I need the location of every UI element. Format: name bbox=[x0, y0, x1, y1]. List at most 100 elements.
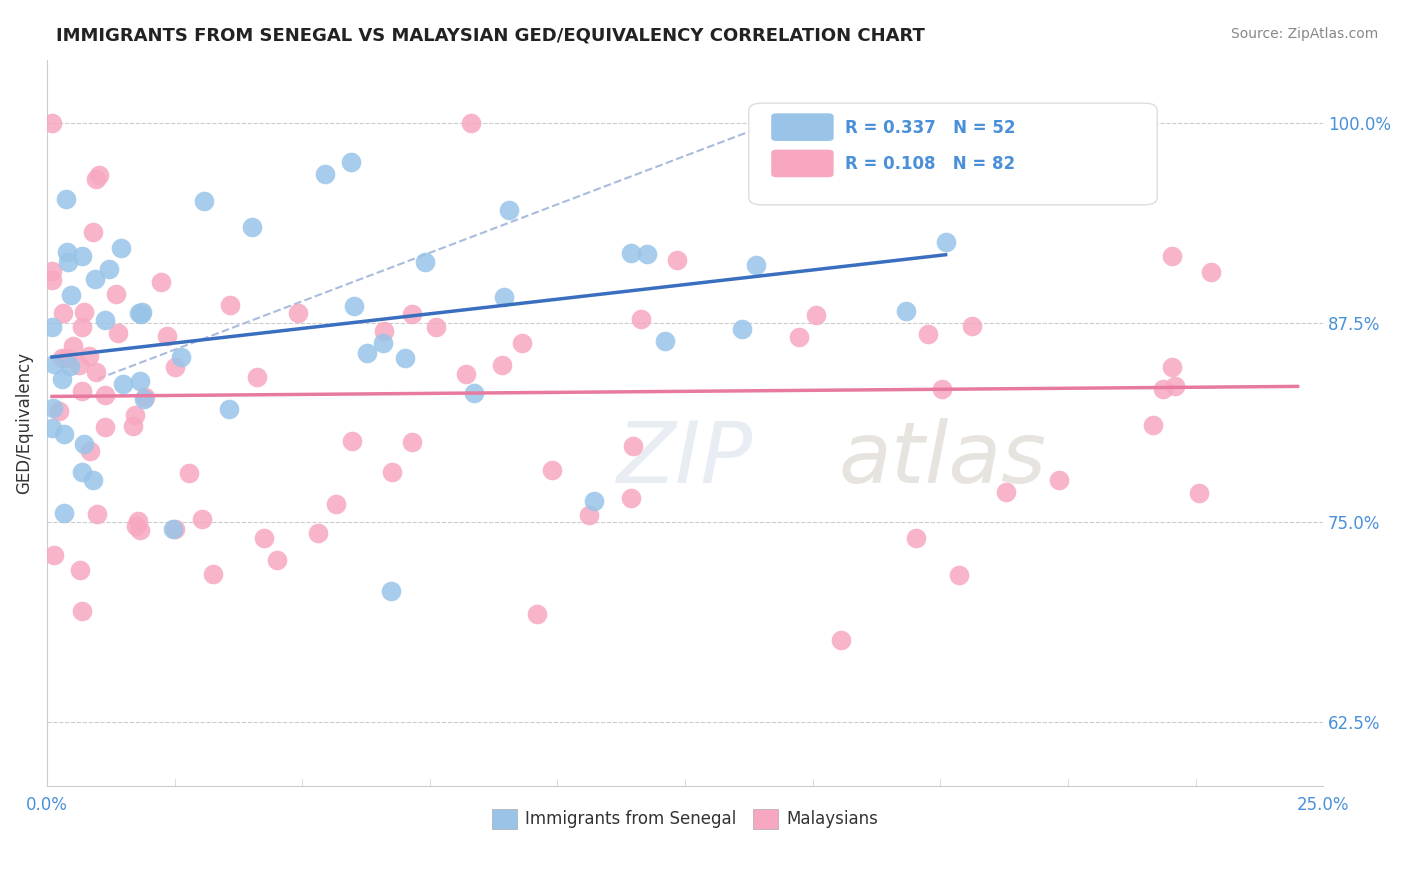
Point bbox=[56, 351, 79, 365]
Point bbox=[425, 320, 447, 334]
Point bbox=[202, 567, 225, 582]
Y-axis label: GED/Equivalency: GED/Equivalency bbox=[15, 351, 32, 494]
Point bbox=[73, 305, 96, 319]
Point bbox=[935, 235, 957, 249]
Point bbox=[246, 369, 269, 384]
Point bbox=[827, 172, 849, 186]
Point bbox=[59, 359, 82, 373]
Point bbox=[107, 326, 129, 341]
Point bbox=[1084, 116, 1107, 130]
Point bbox=[218, 402, 240, 417]
Point bbox=[526, 607, 548, 621]
Point bbox=[62, 339, 84, 353]
Point bbox=[127, 515, 149, 529]
Point bbox=[491, 359, 513, 373]
Point bbox=[79, 444, 101, 458]
Point bbox=[931, 382, 953, 396]
Point bbox=[636, 247, 658, 261]
Point bbox=[494, 290, 516, 304]
Point bbox=[454, 368, 477, 382]
Point bbox=[962, 319, 984, 334]
Point bbox=[287, 306, 309, 320]
Point bbox=[1161, 249, 1184, 263]
Point bbox=[156, 329, 179, 343]
Point bbox=[53, 426, 76, 441]
Point bbox=[1152, 382, 1174, 396]
Point bbox=[325, 497, 347, 511]
Point bbox=[72, 604, 94, 618]
Point bbox=[162, 522, 184, 536]
Point bbox=[630, 312, 652, 326]
Point bbox=[104, 287, 127, 301]
Point bbox=[578, 508, 600, 523]
Point bbox=[914, 120, 936, 134]
Point bbox=[110, 241, 132, 255]
Point bbox=[163, 359, 186, 374]
Point bbox=[620, 246, 643, 260]
Point bbox=[1142, 418, 1164, 433]
Point bbox=[830, 633, 852, 648]
Point bbox=[125, 519, 148, 533]
Point bbox=[60, 288, 83, 302]
Point bbox=[170, 350, 193, 364]
Point bbox=[131, 305, 153, 319]
Point bbox=[163, 522, 186, 536]
Point bbox=[93, 420, 115, 434]
Point bbox=[948, 568, 970, 582]
Point bbox=[42, 357, 65, 371]
Point bbox=[401, 435, 423, 450]
Point bbox=[52, 306, 75, 320]
Text: atlas: atlas bbox=[838, 417, 1046, 500]
Point bbox=[307, 525, 329, 540]
Point bbox=[1188, 486, 1211, 500]
Point bbox=[129, 307, 152, 321]
Point bbox=[121, 419, 143, 434]
Point bbox=[804, 308, 827, 322]
Point bbox=[394, 351, 416, 365]
Point bbox=[620, 491, 643, 505]
Point bbox=[70, 384, 93, 398]
Point bbox=[128, 305, 150, 319]
Point bbox=[541, 463, 564, 477]
FancyBboxPatch shape bbox=[749, 103, 1157, 205]
Point bbox=[1199, 265, 1222, 279]
Point bbox=[905, 531, 928, 545]
Point bbox=[179, 466, 201, 480]
Point bbox=[1047, 474, 1070, 488]
Point bbox=[510, 335, 533, 350]
Point bbox=[42, 401, 65, 416]
Point bbox=[70, 319, 93, 334]
Point bbox=[806, 160, 828, 174]
Point bbox=[1164, 379, 1187, 393]
Point bbox=[371, 336, 394, 351]
Point bbox=[111, 377, 134, 392]
Point bbox=[654, 334, 676, 348]
Point bbox=[69, 563, 91, 577]
Point bbox=[343, 299, 366, 313]
Point bbox=[219, 298, 242, 312]
Point bbox=[41, 263, 63, 277]
Point bbox=[56, 244, 79, 259]
Point bbox=[83, 272, 105, 286]
Point bbox=[51, 351, 73, 365]
Point bbox=[70, 465, 93, 479]
Point bbox=[84, 172, 107, 186]
Point bbox=[41, 116, 63, 130]
Point bbox=[373, 324, 395, 338]
Point bbox=[787, 330, 810, 344]
Point bbox=[82, 225, 104, 239]
Point bbox=[340, 434, 363, 448]
Point bbox=[98, 262, 121, 277]
Text: R = 0.108   N = 82: R = 0.108 N = 82 bbox=[845, 155, 1015, 173]
Point bbox=[41, 320, 63, 334]
Point bbox=[995, 484, 1018, 499]
Point bbox=[463, 386, 485, 401]
Point bbox=[240, 219, 263, 234]
Point bbox=[339, 155, 361, 169]
Point bbox=[460, 116, 482, 130]
Point bbox=[77, 349, 100, 363]
Point bbox=[413, 255, 436, 269]
Point bbox=[917, 327, 939, 342]
Point bbox=[745, 259, 768, 273]
Point bbox=[41, 420, 63, 434]
